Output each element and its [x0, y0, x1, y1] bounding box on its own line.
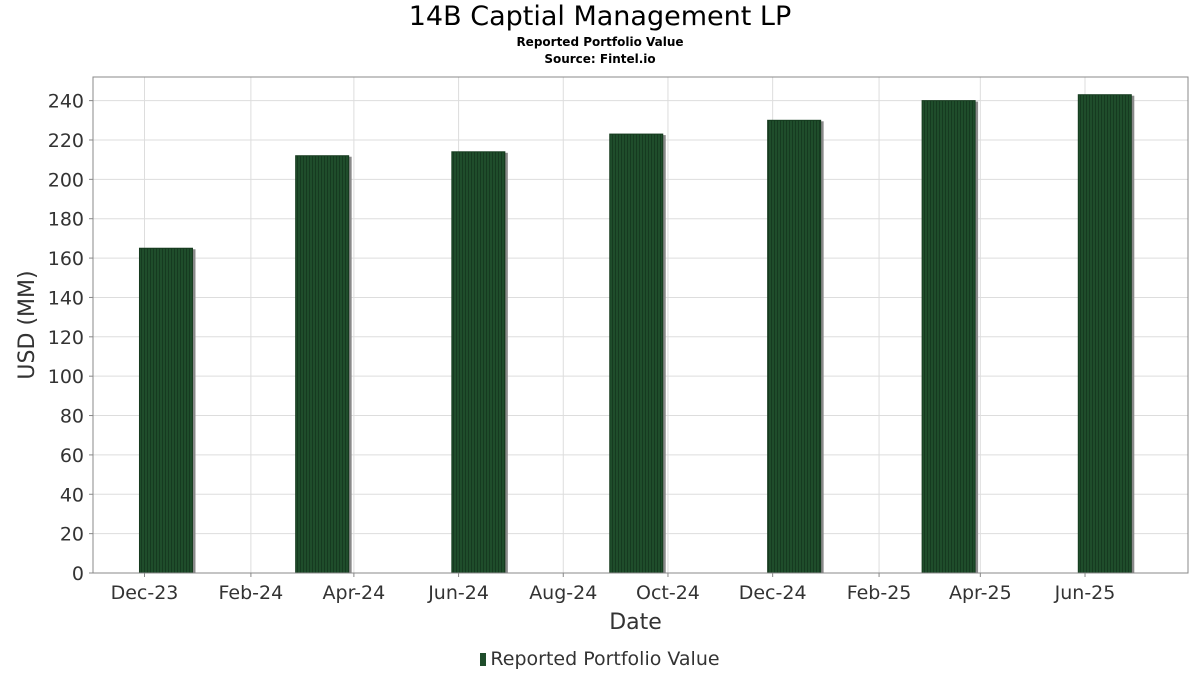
y-tick-label: 20 — [60, 524, 84, 546]
legend: Reported Portfolio Value — [0, 648, 1200, 670]
x-tick-label: Oct-24 — [636, 582, 700, 604]
y-tick-label: 140 — [48, 287, 84, 309]
bar — [609, 133, 664, 574]
x-tick-label: Dec-23 — [111, 582, 179, 604]
y-tick-label: 40 — [60, 484, 84, 506]
y-tick-label: 180 — [48, 209, 84, 231]
x-tick-label: Feb-24 — [219, 582, 284, 604]
y-tick-label: 200 — [48, 169, 84, 191]
x-tick-label: Dec-24 — [739, 582, 807, 604]
bar — [295, 155, 350, 574]
x-axis-label: Date — [609, 610, 662, 635]
y-tick-label: 160 — [48, 248, 84, 270]
x-tick-label: Jun-24 — [427, 582, 489, 604]
bar — [1077, 94, 1132, 574]
y-axis-label: USD (MM) — [15, 270, 40, 379]
legend-swatch — [480, 653, 487, 666]
plot-frame — [92, 76, 1189, 574]
bar — [138, 247, 193, 574]
x-tick-label: Apr-25 — [949, 582, 1012, 604]
y-tick-label: 220 — [48, 130, 84, 152]
legend-label: Reported Portfolio Value — [490, 648, 720, 670]
x-tick-label: Feb-25 — [847, 582, 912, 604]
y-tick-label: 100 — [48, 366, 84, 388]
x-tick-label: Apr-24 — [323, 582, 386, 604]
chart-source: Source: Fintel.io — [544, 52, 656, 66]
y-tick-label: 60 — [60, 445, 84, 467]
y-tick-label: 0 — [72, 563, 84, 585]
y-tick-label: 240 — [48, 91, 84, 113]
chart-title: 14B Captial Management LP — [408, 1, 792, 32]
chart-subtitle: Reported Portfolio Value — [516, 35, 684, 49]
bar — [451, 151, 506, 574]
bar — [767, 119, 822, 574]
bar — [921, 100, 976, 574]
x-tick-label: Jun-25 — [1054, 582, 1116, 604]
y-tick-label: 80 — [60, 406, 84, 428]
y-tick-label: 120 — [48, 327, 84, 349]
x-tick-label: Aug-24 — [529, 582, 597, 604]
